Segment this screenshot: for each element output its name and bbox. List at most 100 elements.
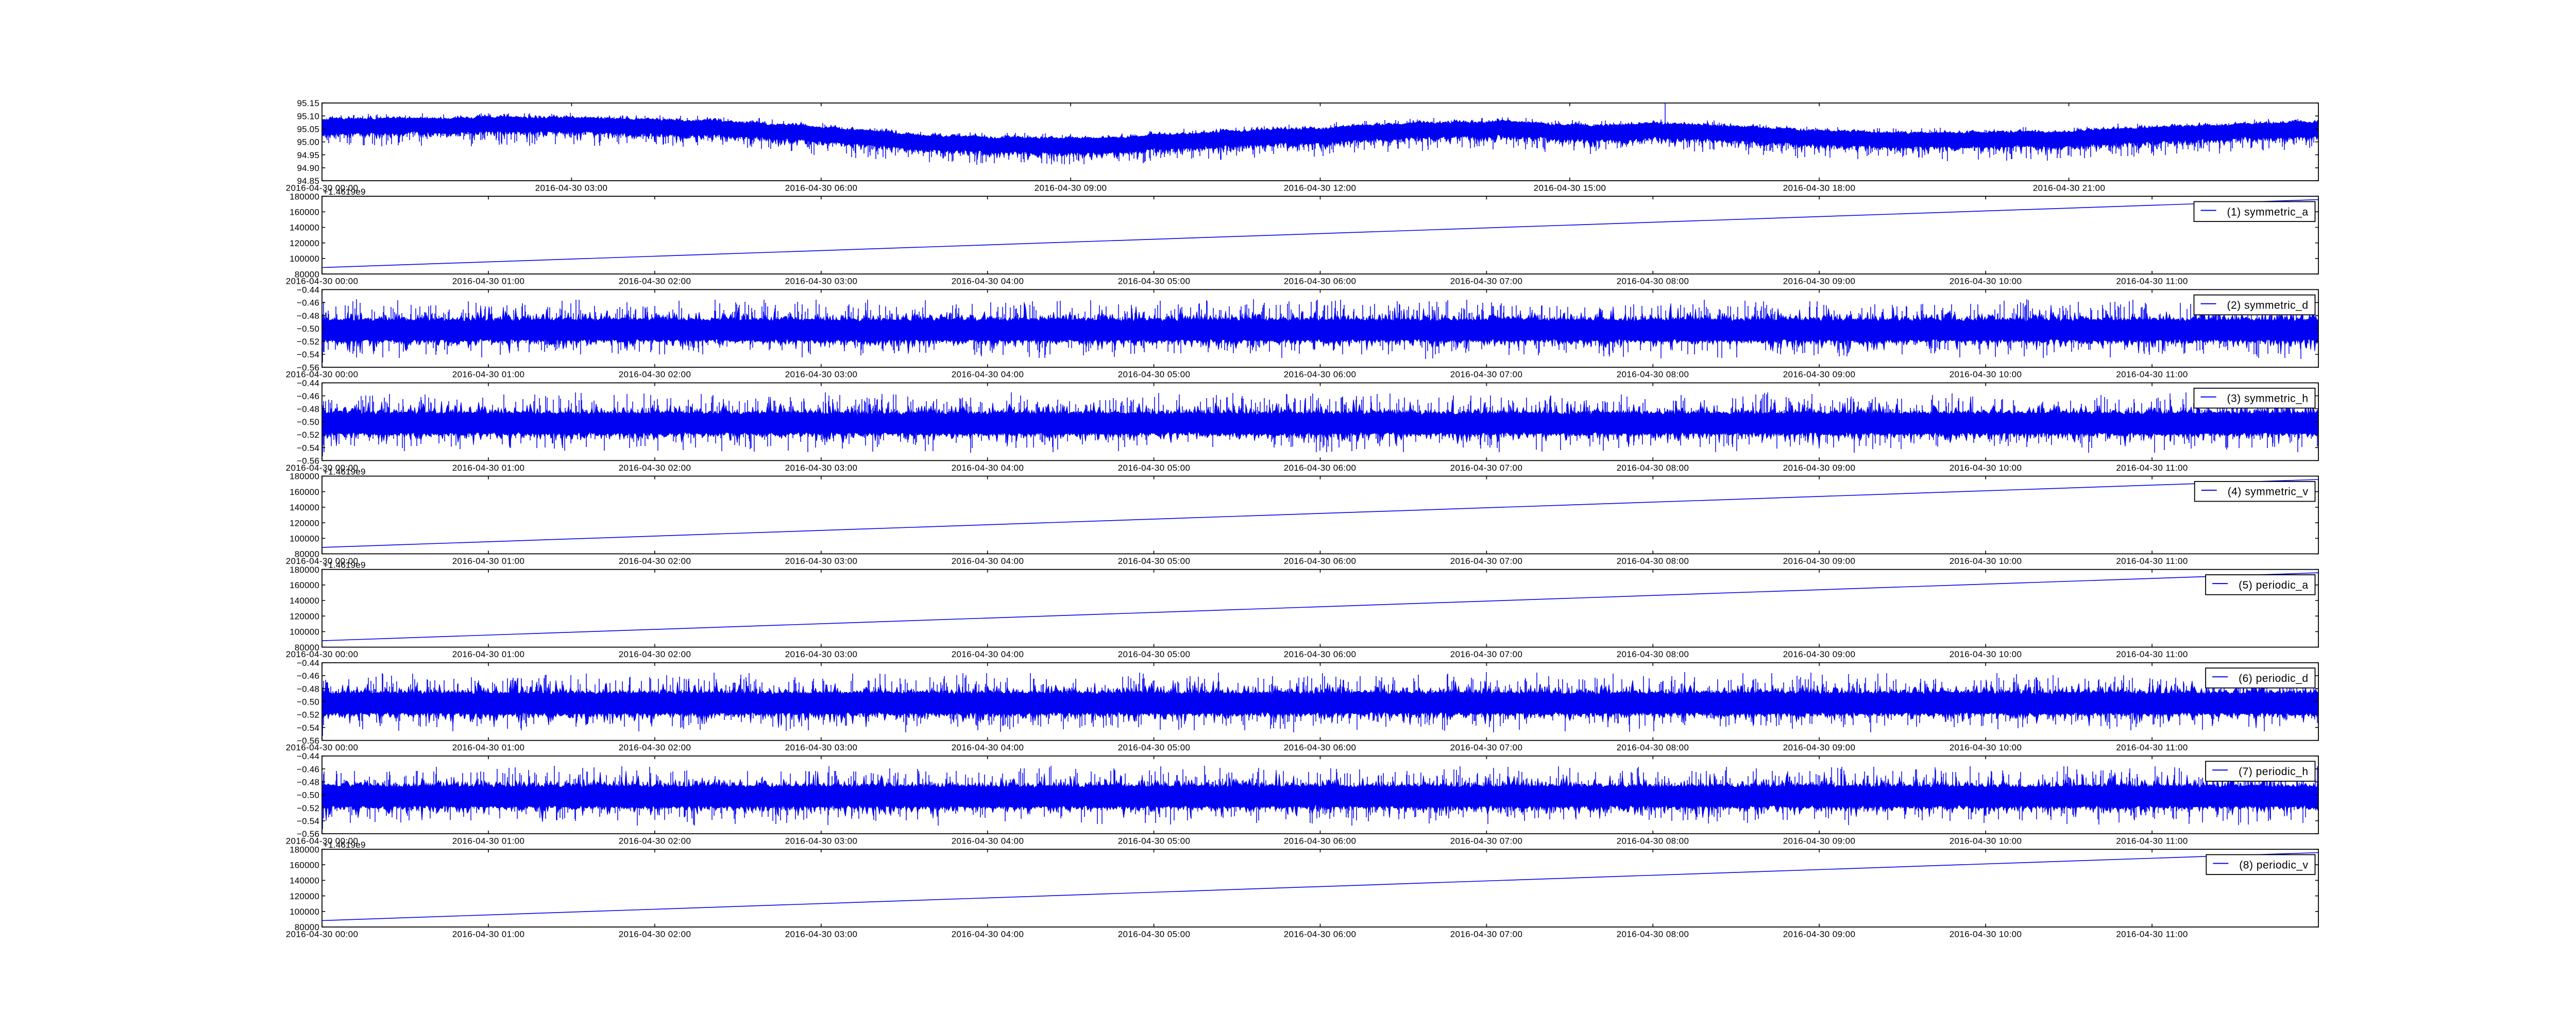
svg-text:−0.44: −0.44 [297, 285, 319, 295]
svg-text:2016-04-30 11:00: 2016-04-30 11:00 [2116, 649, 2188, 659]
svg-text:2016-04-30 01:00: 2016-04-30 01:00 [452, 649, 525, 659]
svg-text:2016-04-30 04:00: 2016-04-30 04:00 [952, 277, 1024, 286]
svg-text:−0.52: −0.52 [297, 710, 319, 720]
svg-text:2016-04-30 12:00: 2016-04-30 12:00 [1284, 183, 1357, 193]
svg-text:140000: 140000 [290, 596, 319, 606]
svg-text:2016-04-30 09:00: 2016-04-30 09:00 [1783, 556, 1856, 566]
svg-text:80000: 80000 [295, 643, 319, 653]
svg-text:(6) periodic_d: (6) periodic_d [2239, 673, 2308, 684]
svg-text:(3) symmetric_h: (3) symmetric_h [2227, 393, 2309, 405]
svg-text:94.90: 94.90 [297, 163, 319, 173]
svg-text:(8) periodic_v: (8) periodic_v [2239, 859, 2308, 871]
svg-text:2016-04-30 09:00: 2016-04-30 09:00 [1783, 463, 1856, 473]
svg-text:2016-04-30 10:00: 2016-04-30 10:00 [1950, 370, 2022, 380]
svg-text:(1) symmetric_a: (1) symmetric_a [2227, 206, 2309, 218]
svg-text:2016-04-30 08:00: 2016-04-30 08:00 [1617, 463, 1689, 473]
svg-text:+1.4619e9: +1.4619e9 [323, 187, 366, 197]
svg-text:2016-04-30 09:00: 2016-04-30 09:00 [1035, 183, 1107, 193]
svg-text:95.15: 95.15 [297, 98, 319, 108]
svg-text:2016-04-30 11:00: 2016-04-30 11:00 [2116, 370, 2188, 380]
svg-text:2016-04-30 06:00: 2016-04-30 06:00 [1284, 649, 1357, 659]
svg-text:−0.56: −0.56 [297, 829, 319, 839]
svg-text:160000: 160000 [290, 208, 319, 217]
svg-text:2016-04-30 02:00: 2016-04-30 02:00 [619, 556, 691, 566]
svg-text:2016-04-30 11:00: 2016-04-30 11:00 [2116, 556, 2188, 566]
svg-text:2016-04-30 10:00: 2016-04-30 10:00 [1950, 556, 2022, 566]
svg-text:2016-04-30 06:00: 2016-04-30 06:00 [1284, 463, 1357, 473]
svg-text:2016-04-30 03:00: 2016-04-30 03:00 [785, 836, 858, 846]
svg-text:2016-04-30 08:00: 2016-04-30 08:00 [1617, 743, 1689, 752]
svg-text:2016-04-30 11:00: 2016-04-30 11:00 [2116, 463, 2188, 473]
svg-text:2016-04-30 01:00: 2016-04-30 01:00 [452, 836, 525, 846]
svg-text:2016-04-30 01:00: 2016-04-30 01:00 [452, 277, 525, 286]
svg-text:−0.46: −0.46 [297, 764, 319, 774]
svg-text:2016-04-30 03:00: 2016-04-30 03:00 [785, 277, 858, 286]
svg-text:2016-04-30 08:00: 2016-04-30 08:00 [1617, 930, 1689, 939]
svg-text:100000: 100000 [290, 907, 319, 917]
svg-text:−0.50: −0.50 [297, 697, 319, 707]
svg-text:+1.4619e9: +1.4619e9 [323, 467, 366, 477]
svg-text:2016-04-30 06:00: 2016-04-30 06:00 [1284, 556, 1357, 566]
svg-text:140000: 140000 [290, 876, 319, 886]
svg-text:140000: 140000 [290, 223, 319, 233]
svg-text:160000: 160000 [290, 580, 319, 590]
svg-text:160000: 160000 [290, 487, 319, 497]
svg-text:2016-04-30 02:00: 2016-04-30 02:00 [619, 743, 691, 752]
svg-text:2016-04-30 06:00: 2016-04-30 06:00 [1284, 370, 1357, 380]
svg-text:95.00: 95.00 [297, 138, 319, 147]
svg-text:2016-04-30 09:00: 2016-04-30 09:00 [1783, 743, 1856, 752]
svg-text:140000: 140000 [290, 503, 319, 512]
svg-text:−0.50: −0.50 [297, 791, 319, 800]
svg-text:2016-04-30 07:00: 2016-04-30 07:00 [1450, 743, 1523, 752]
svg-text:−0.54: −0.54 [297, 723, 319, 733]
svg-text:2016-04-30 01:00: 2016-04-30 01:00 [452, 556, 525, 566]
svg-text:−0.48: −0.48 [297, 311, 319, 321]
svg-text:80000: 80000 [295, 922, 319, 932]
svg-text:2016-04-30 08:00: 2016-04-30 08:00 [1617, 836, 1689, 846]
svg-text:2016-04-30 05:00: 2016-04-30 05:00 [1118, 836, 1191, 846]
svg-text:2016-04-30 03:00: 2016-04-30 03:00 [785, 930, 858, 939]
svg-text:2016-04-30 04:00: 2016-04-30 04:00 [952, 836, 1024, 846]
svg-text:2016-04-30 10:00: 2016-04-30 10:00 [1950, 836, 2022, 846]
svg-text:−0.44: −0.44 [297, 379, 319, 388]
svg-text:2016-04-30 03:00: 2016-04-30 03:00 [535, 183, 608, 193]
svg-text:2016-04-30 00:00: 2016-04-30 00:00 [286, 930, 359, 939]
svg-text:2016-04-30 10:00: 2016-04-30 10:00 [1950, 930, 2022, 939]
svg-text:(5) periodic_a: (5) periodic_a [2239, 579, 2308, 591]
svg-text:2016-04-30 04:00: 2016-04-30 04:00 [952, 370, 1024, 380]
svg-text:+1.4619e9: +1.4619e9 [323, 840, 366, 850]
svg-text:2016-04-30 02:00: 2016-04-30 02:00 [619, 836, 691, 846]
svg-text:2016-04-30 11:00: 2016-04-30 11:00 [2116, 930, 2188, 939]
svg-text:120000: 120000 [290, 611, 319, 621]
svg-text:2016-04-30 06:00: 2016-04-30 06:00 [1284, 743, 1357, 752]
svg-text:2016-04-30 10:00: 2016-04-30 10:00 [1950, 743, 2022, 752]
svg-text:−0.52: −0.52 [297, 337, 319, 347]
svg-text:2016-04-30 09:00: 2016-04-30 09:00 [1783, 277, 1856, 286]
svg-text:2016-04-30 07:00: 2016-04-30 07:00 [1450, 463, 1523, 473]
svg-text:−0.48: −0.48 [297, 777, 319, 787]
svg-text:(4) symmetric_v: (4) symmetric_v [2228, 486, 2309, 498]
svg-text:2016-04-30 08:00: 2016-04-30 08:00 [1617, 370, 1689, 380]
svg-text:2016-04-30 04:00: 2016-04-30 04:00 [952, 930, 1024, 939]
svg-text:2016-04-30 05:00: 2016-04-30 05:00 [1118, 556, 1191, 566]
svg-text:(7) periodic_h: (7) periodic_h [2239, 766, 2308, 778]
svg-text:2016-04-30 07:00: 2016-04-30 07:00 [1450, 556, 1523, 566]
svg-text:2016-04-30 07:00: 2016-04-30 07:00 [1450, 836, 1523, 846]
svg-text:−0.56: −0.56 [297, 363, 319, 372]
svg-text:2016-04-30 03:00: 2016-04-30 03:00 [785, 556, 858, 566]
svg-text:2016-04-30 09:00: 2016-04-30 09:00 [1783, 930, 1856, 939]
svg-text:2016-04-30 06:00: 2016-04-30 06:00 [1284, 930, 1357, 939]
svg-text:2016-04-30 09:00: 2016-04-30 09:00 [1783, 649, 1856, 659]
svg-text:2016-04-30 05:00: 2016-04-30 05:00 [1118, 930, 1191, 939]
svg-text:−0.56: −0.56 [297, 456, 319, 466]
svg-text:2016-04-30 07:00: 2016-04-30 07:00 [1450, 930, 1523, 939]
svg-text:2016-04-30 02:00: 2016-04-30 02:00 [619, 277, 691, 286]
svg-text:2016-04-30 00:00: 2016-04-30 00:00 [286, 556, 359, 566]
svg-text:2016-04-30 04:00: 2016-04-30 04:00 [952, 649, 1024, 659]
svg-text:2016-04-30 02:00: 2016-04-30 02:00 [619, 930, 691, 939]
svg-text:2016-04-30 06:00: 2016-04-30 06:00 [785, 183, 858, 193]
svg-text:180000: 180000 [290, 845, 319, 854]
svg-text:2016-04-30 10:00: 2016-04-30 10:00 [1950, 277, 2022, 286]
svg-text:2016-04-30 05:00: 2016-04-30 05:00 [1118, 277, 1191, 286]
svg-text:−0.46: −0.46 [297, 298, 319, 308]
